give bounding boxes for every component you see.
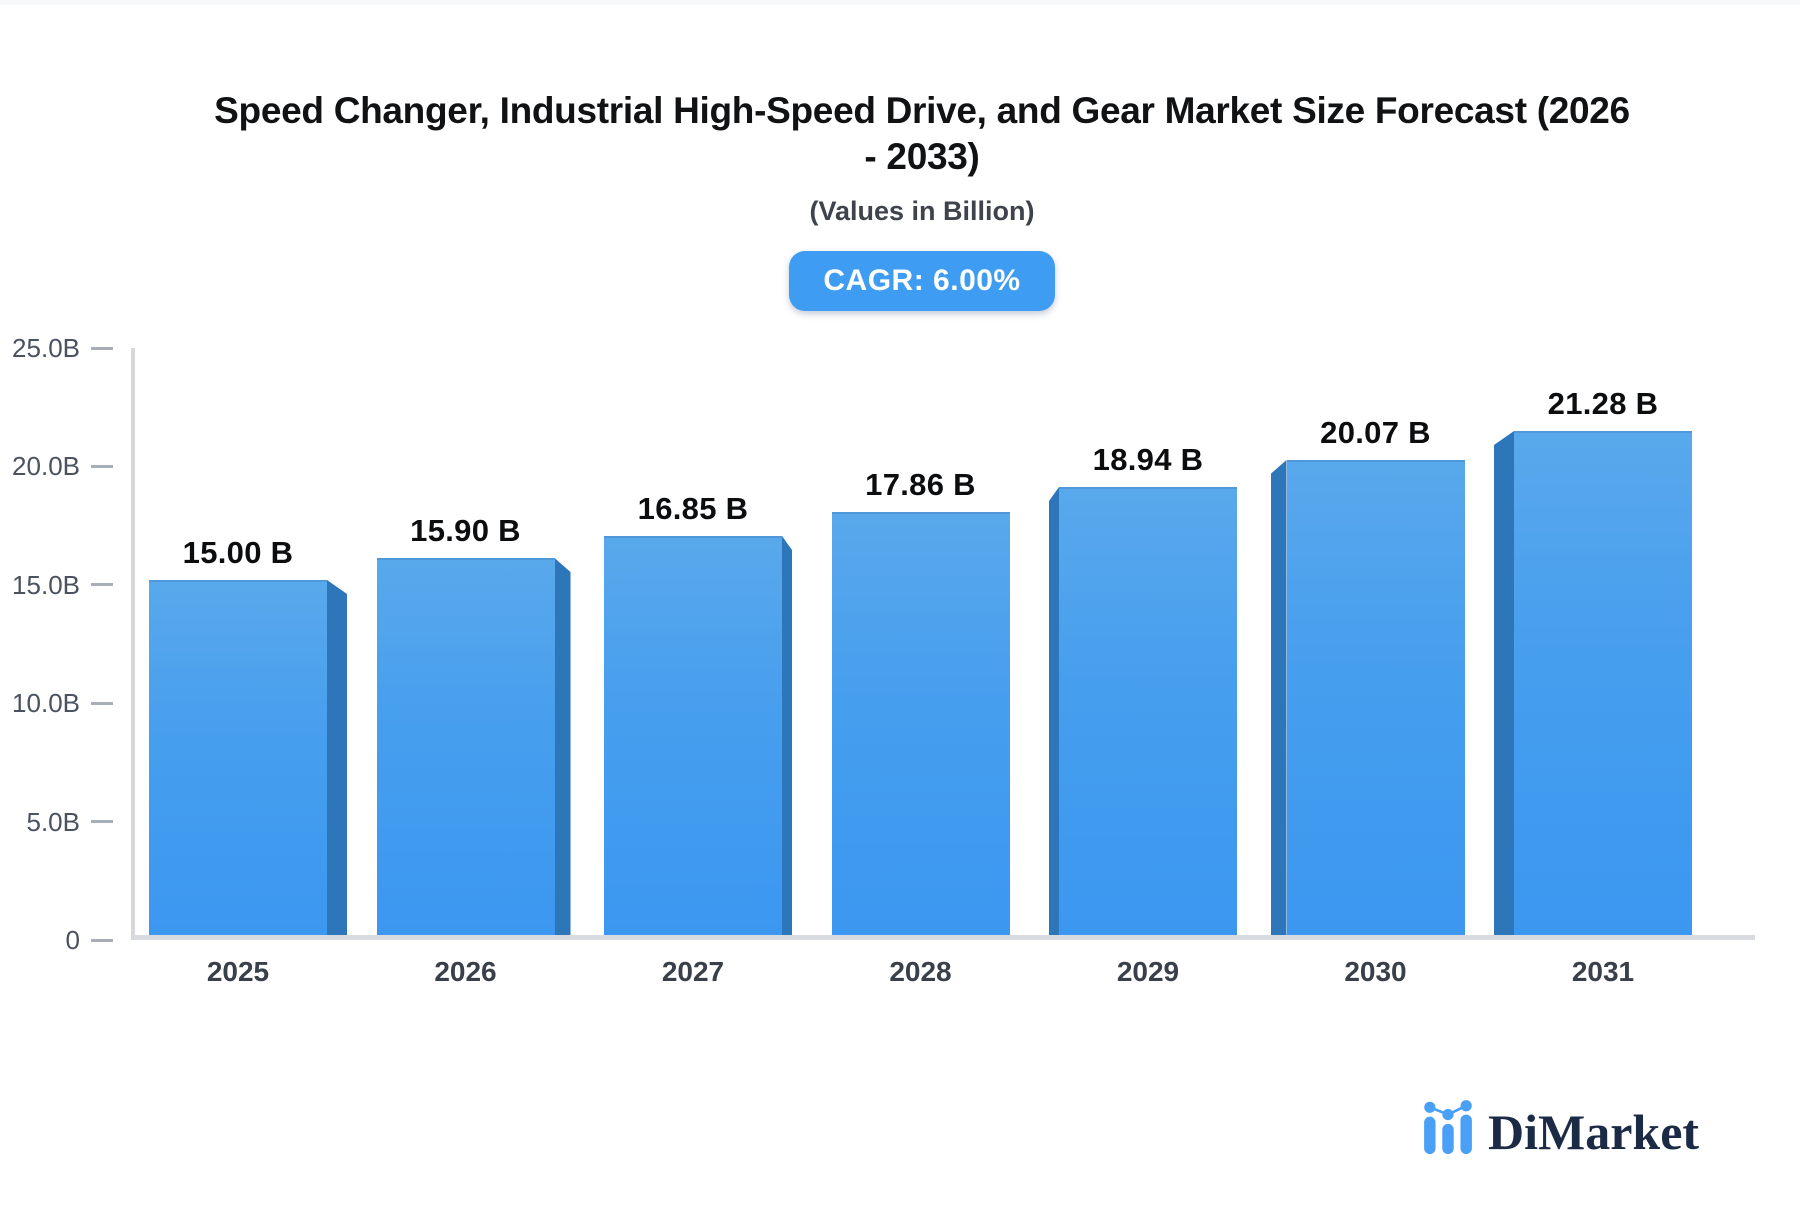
chart-subtitle: (Values in Billion) [809,196,1035,226]
bar-value-label: 16.85 B [637,491,749,526]
y-axis-tick-label: 10.0B [12,688,80,719]
dimarket-logo[interactable]: DiMarket [1421,1097,1699,1160]
bar-2031[interactable] [1514,431,1692,935]
y-axis-tick-label: 15.0B [12,569,80,600]
y-axis-tick-mark [91,583,113,587]
bar-2025[interactable] [149,580,327,935]
x-axis-tick-label: 2031 [1571,956,1635,987]
chart-title: Speed Changer, Industrial High-Speed Dri… [97,88,1747,180]
bar-value-label: 17.86 B [865,467,976,502]
bar-2027[interactable] [604,536,782,935]
plot-area: 0 5.0B 10.0B 15.0B 20.0B 25.0B 15.00 B 2025 15.9… [12,333,1755,987]
logo-text: DiMarket [1488,1104,1700,1160]
x-axis-tick-label: 2026 [434,956,497,987]
y-axis-tick-label: 25.0B [12,333,80,363]
y-axis-tick-mark [91,346,113,350]
x-axis-tick-label: 2027 [661,956,725,987]
bar-2030[interactable] [1286,460,1465,935]
chart-title-line-1: Speed Changer, Industrial High-Speed Dri… [214,90,1630,131]
page-top-strip [0,0,1800,5]
y-axis-tick-label: 0 [65,925,80,955]
bar-value-label: 15.00 B [182,535,294,570]
bar-2031-side-shade [1494,431,1514,935]
y-axis-tick-mark [91,701,113,705]
bar-value-label: 20.07 B [1320,415,1431,450]
x-axis-tick-label: 2029 [1116,956,1180,987]
bar-2028[interactable] [831,512,1010,935]
bar-value-label: 18.94 B [1092,442,1204,477]
bar-2030-side-shade [1270,460,1287,935]
y-axis-tick-mark [91,938,113,942]
x-axis-tick-label: 2025 [206,956,270,987]
chart-header: Speed Changer, Industrial High-Speed Dri… [44,0,1800,311]
x-axis-tick-label: 2030 [1344,956,1407,987]
y-axis-tick-label: 20.0B [12,451,80,482]
bar-2029[interactable] [1059,487,1237,935]
bar-2026-side-shade [554,558,571,935]
bar-2026[interactable] [376,558,555,935]
bar-2029-side-shade [1049,487,1059,935]
y-axis-tick-label: 5.0B [26,806,81,837]
cagr-badge: CAGR: 6.00% [789,251,1055,311]
bar-2025-side-shade [327,580,347,935]
y-axis-tick-mark [91,464,113,468]
bar-chart-logo-icon [1424,1100,1472,1155]
y-axis-tick-mark [91,820,113,824]
chart-title-line-2: - 2033) [864,136,980,177]
bar-value-label: 15.90 B [410,513,521,548]
bar-2027-side-shade [782,536,792,935]
bar-value-label: 21.28 B [1547,386,1659,421]
x-axis-tick-label: 2028 [889,956,952,987]
